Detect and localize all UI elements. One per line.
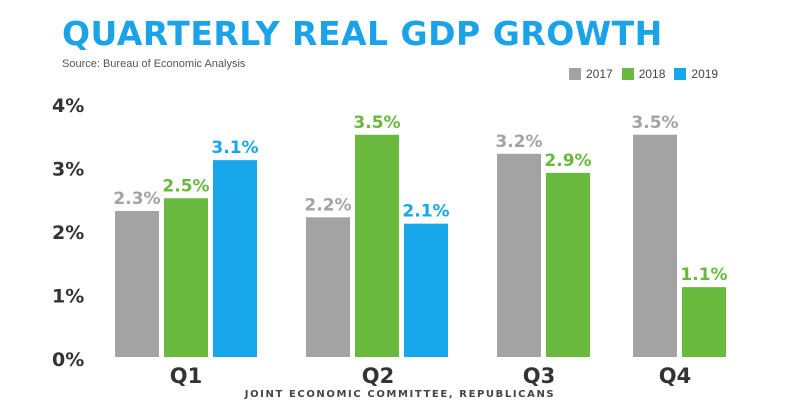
y-tick-label: 0% xyxy=(52,349,84,371)
y-tick-label: 2% xyxy=(52,222,84,244)
data-label: 2.2% xyxy=(304,195,351,215)
x-tick-label: Q1 xyxy=(170,364,202,388)
legend-item-2018: 2018 xyxy=(621,67,666,81)
legend-item-2019: 2019 xyxy=(674,67,718,81)
bar-q4-2018 xyxy=(682,287,726,357)
y-tick-label: 3% xyxy=(52,159,84,181)
data-label: 2.3% xyxy=(113,189,160,209)
legend-swatch-2017 xyxy=(569,68,581,80)
data-label: 3.2% xyxy=(495,132,542,152)
data-label: 2.5% xyxy=(162,176,209,196)
y-tick-label: 4% xyxy=(52,95,84,117)
bar-q1-2018 xyxy=(164,198,208,357)
bar-q1-2017 xyxy=(115,210,159,357)
data-label: 3.5% xyxy=(353,113,400,133)
bar-q1-2019 xyxy=(213,160,257,357)
bar-q3-2018 xyxy=(546,172,590,357)
data-label: 1.1% xyxy=(680,265,727,285)
x-tick-label: Q3 xyxy=(523,364,555,388)
data-label: 2.9% xyxy=(544,151,591,171)
y-tick-label: 1% xyxy=(52,286,84,308)
bar-q3-2017 xyxy=(497,153,541,357)
data-label: 3.5% xyxy=(631,113,678,133)
x-tick-label: Q2 xyxy=(362,364,394,388)
x-tick-label: Q4 xyxy=(659,364,691,388)
legend-label-2019: 2019 xyxy=(691,67,719,81)
chart-title: QUARTERLY REAL GDP GROWTH xyxy=(62,14,663,53)
bar-q4-2017 xyxy=(633,134,677,357)
data-label: 2.1% xyxy=(402,202,449,222)
bar-q2-2017 xyxy=(306,217,350,357)
chart-source: Source: Bureau of Economic Analysis xyxy=(62,58,246,70)
bar-q2-2019 xyxy=(404,223,448,357)
legend-swatch-2019 xyxy=(674,68,687,80)
legend-label-2018: 2018 xyxy=(638,67,666,81)
data-label: 3.1% xyxy=(211,138,258,158)
legend-label-2017: 2017 xyxy=(586,67,613,81)
legend-swatch-2018 xyxy=(621,68,634,80)
legend-item-2017: 2017 xyxy=(569,67,613,81)
chart-legend: 2017 2018 2019 xyxy=(569,67,727,81)
footer-credit: JOINT ECONOMIC COMMITTEE, REPUBLICANS xyxy=(244,389,556,400)
bar-q2-2018 xyxy=(355,134,399,357)
